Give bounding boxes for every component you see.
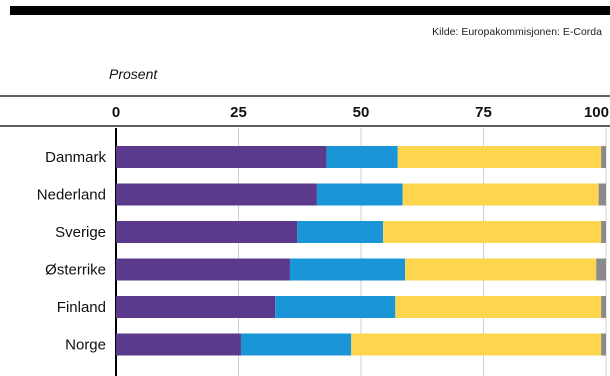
x-tick-label: 0 (112, 104, 120, 121)
category-label: Finland (57, 299, 106, 316)
category-label: Nederland (37, 187, 106, 204)
bar-segment (240, 333, 352, 356)
bar-segment (383, 221, 602, 243)
axis-unit-label: Prosent (109, 66, 158, 82)
bar-segment (598, 183, 606, 206)
bar-segment (116, 296, 276, 318)
bar-layer (116, 146, 606, 356)
x-tick-label: 50 (353, 104, 370, 121)
bar-segment (601, 296, 606, 318)
bar-segment (116, 221, 298, 243)
category-label: Sverige (55, 224, 106, 241)
bar-segment (395, 296, 602, 318)
bar-segment (289, 258, 406, 281)
bar-segment (316, 183, 403, 206)
bar-segment (601, 333, 606, 356)
bar-segment (601, 221, 606, 243)
bar-segment (402, 183, 599, 206)
bar-segment (397, 146, 602, 168)
source-note: Kilde: Europakommisjonen: E-Corda (432, 26, 602, 38)
bar-segment (275, 296, 396, 318)
bar-segment (405, 258, 597, 281)
x-tick-label: 75 (475, 104, 492, 121)
x-tick-label: 25 (230, 104, 247, 121)
x-tick-label: 100 (584, 104, 609, 121)
bar-segment (116, 183, 317, 206)
category-label: Danmark (45, 149, 106, 166)
bar-segment (116, 333, 241, 356)
bar-segment (596, 258, 606, 281)
category-label: Østerrike (45, 262, 106, 279)
bar-segment (601, 146, 606, 168)
bar-segment (326, 146, 398, 168)
bar-segment (297, 221, 384, 243)
label-layer: 0 25 50 75 100 Danmark Nederland Sverige Østerri… (37, 104, 609, 354)
category-label: Norge (65, 337, 106, 354)
bar-segment (116, 258, 290, 281)
bar-segment (116, 146, 327, 168)
bar-segment (351, 333, 602, 356)
top-rule (10, 6, 610, 15)
